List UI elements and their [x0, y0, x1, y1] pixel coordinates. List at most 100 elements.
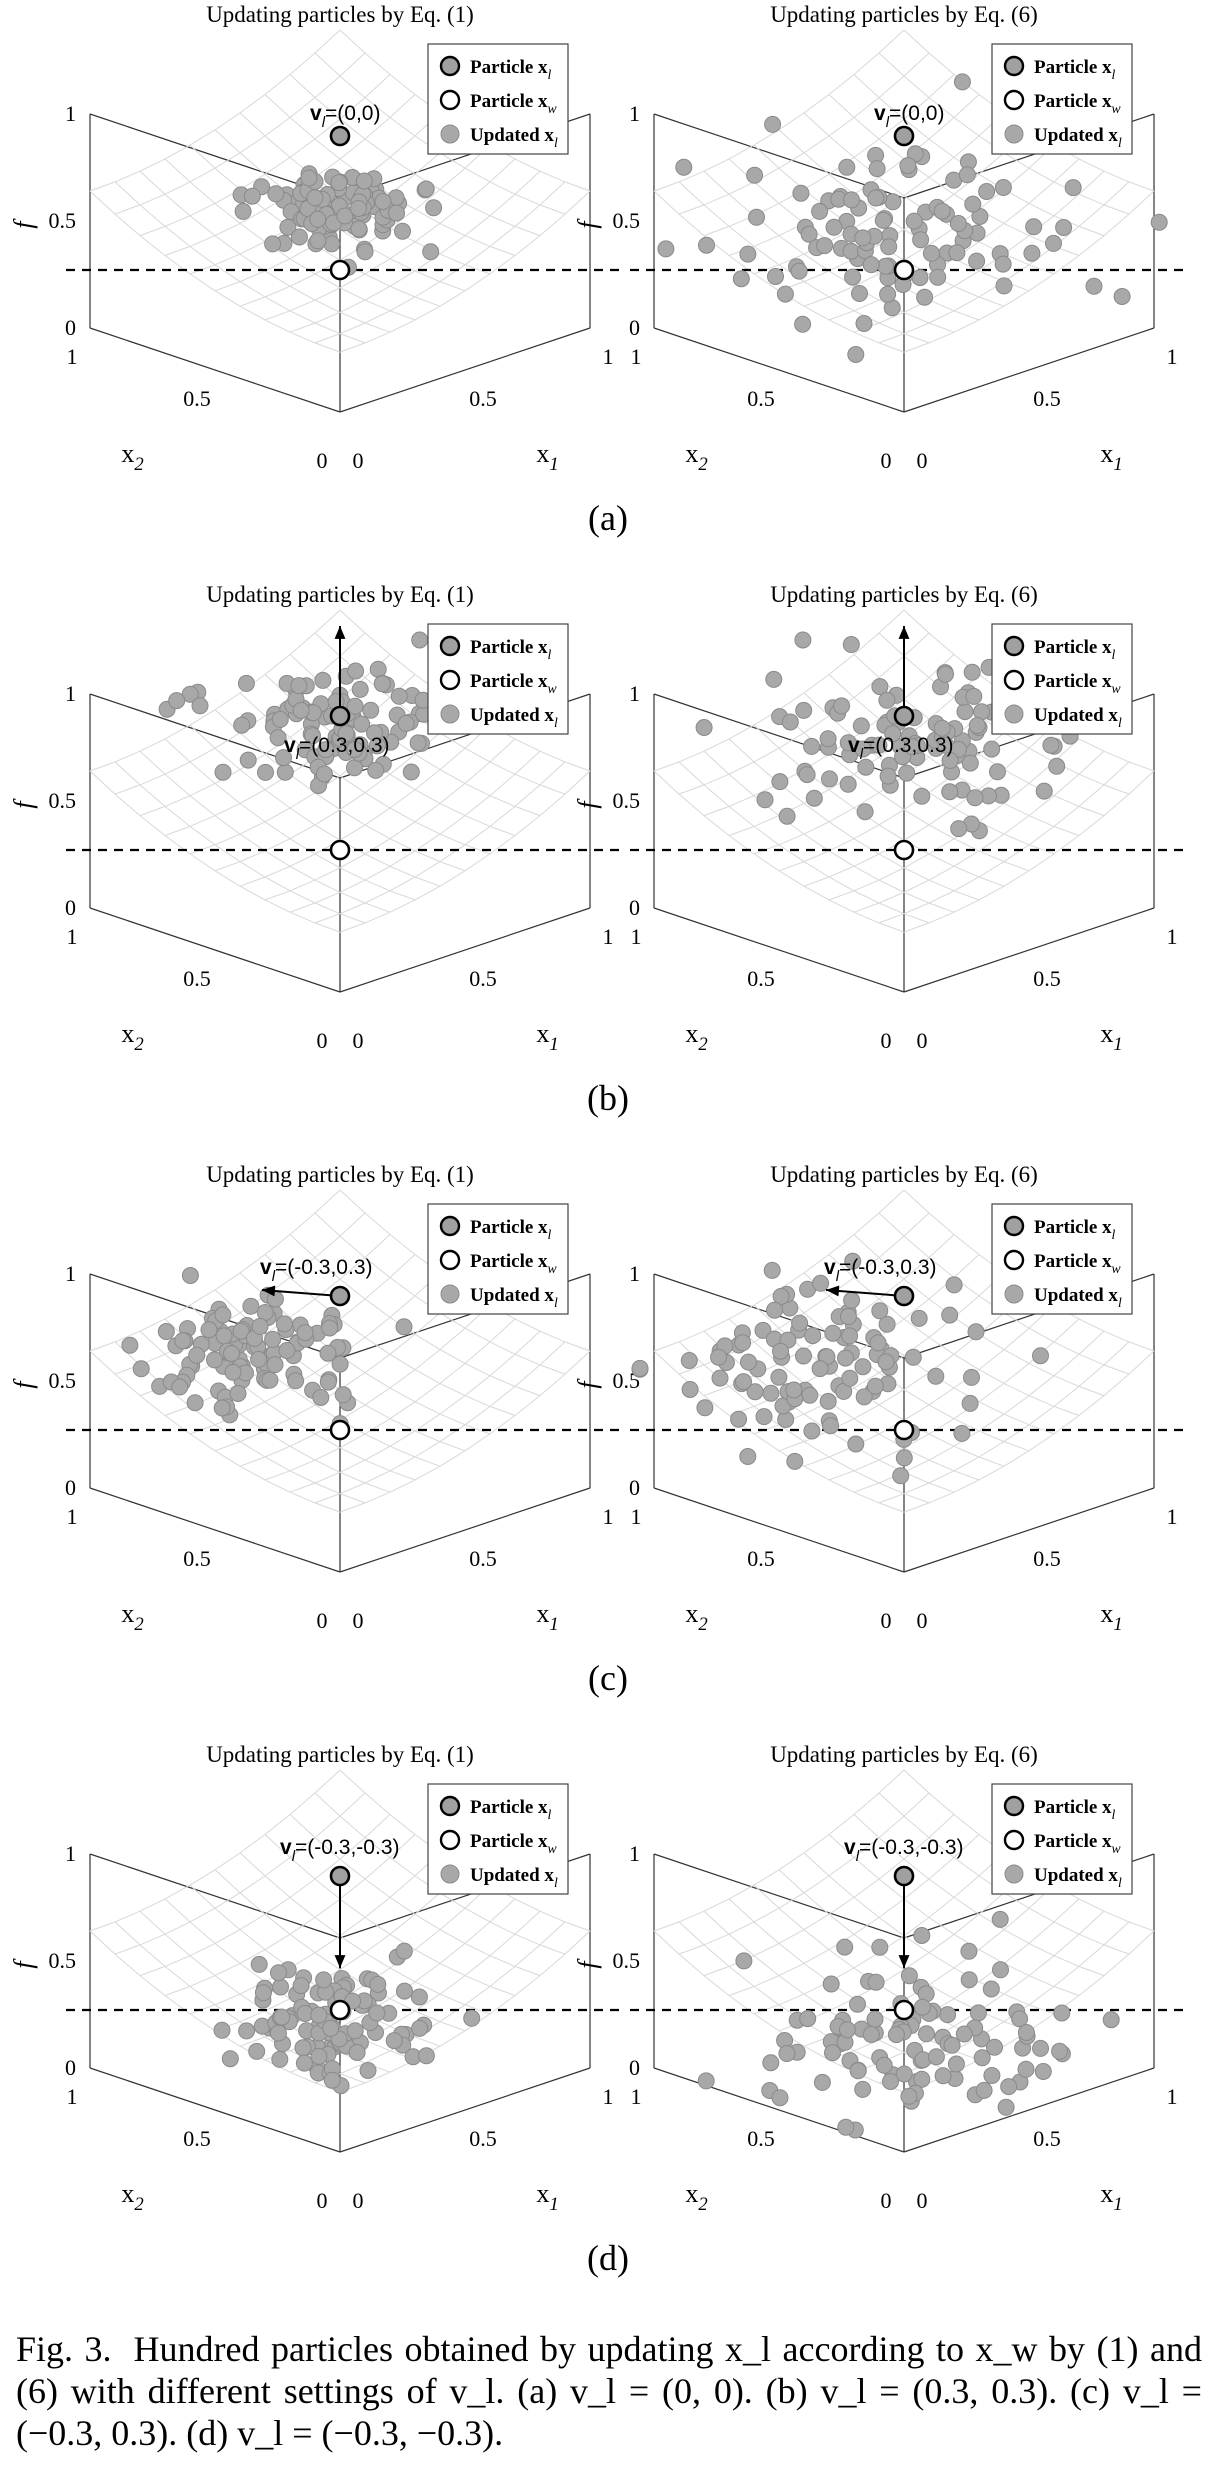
- updated-particle: [319, 1344, 337, 1362]
- surface-grid-line: [803, 1852, 1055, 2015]
- legend-marker: [1004, 124, 1024, 144]
- updated-particle: [294, 2039, 312, 2057]
- tick-label-f: 1: [65, 1841, 76, 1866]
- updated-particle: [1048, 757, 1066, 775]
- velocity-label: vl=(-0.3,0.3): [260, 1256, 373, 1285]
- legend-label: Particle xl: [470, 57, 552, 82]
- updated-particle: [812, 1274, 830, 1292]
- updated-particle: [805, 789, 823, 807]
- updated-particle: [975, 2081, 993, 2099]
- surface-grid-line: [314, 761, 566, 924]
- legend-label: Particle xw: [470, 91, 558, 116]
- updated-particle: [851, 285, 868, 302]
- legend-label: Updated xl: [1034, 705, 1122, 730]
- updated-particle: [362, 701, 380, 719]
- tick-label-f: 0: [629, 895, 640, 920]
- surface-grid-line: [214, 1869, 466, 2032]
- surface-grid-line: [778, 129, 1030, 292]
- updated-particle: [740, 1353, 757, 1371]
- updated-particle: [292, 1977, 310, 1995]
- updated-particle: [681, 1381, 699, 1398]
- particle-xl-marker: [893, 705, 915, 727]
- axis-label-x1: x1: [1100, 439, 1122, 475]
- tick-label-x1: 1: [1167, 924, 1178, 949]
- axis-edge: [89, 327, 341, 413]
- updated-particle: [877, 257, 894, 275]
- particle-xl-marker: [893, 1865, 915, 1887]
- surface-grid-line: [853, 1814, 1105, 1977]
- tick-label-f: 0: [629, 315, 640, 340]
- tick-label-x1: 0.5: [469, 2126, 497, 2151]
- tick-label-x2: 1: [67, 1504, 78, 1529]
- tick-label-x1: 0: [917, 1608, 928, 1633]
- updated-particle: [855, 1388, 873, 1406]
- updated-particle: [367, 761, 385, 779]
- subplot-title: Updating particles by Eq. (6): [770, 1742, 1038, 1767]
- updated-particle: [804, 1327, 822, 1345]
- updated-particle: [267, 185, 285, 203]
- tick-label-x1: 0.5: [1033, 1546, 1061, 1571]
- tick-label-x1: 0.5: [469, 1546, 497, 1571]
- legend-marker: [439, 635, 461, 657]
- updated-particle: [877, 1353, 895, 1371]
- updated-particle: [927, 2048, 945, 2066]
- legend-marker: [439, 669, 461, 691]
- updated-particle: [746, 1383, 764, 1401]
- updated-particle: [304, 727, 321, 745]
- updated-particle: [271, 2050, 289, 2068]
- updated-particle: [388, 204, 405, 222]
- updated-particle: [266, 1356, 284, 1374]
- updated-particle: [323, 235, 341, 253]
- tick-label-x2: 1: [67, 2084, 78, 2109]
- axis-edge: [653, 327, 905, 413]
- updated-particle: [949, 215, 967, 232]
- updated-particle: [348, 2044, 366, 2061]
- subplot-title: Updating particles by Eq. (1): [206, 582, 474, 607]
- surface-grid-line: [728, 1834, 980, 1996]
- updated-particle: [310, 2047, 328, 2065]
- updated-particle: [847, 1435, 865, 1453]
- updated-particle: [264, 235, 282, 253]
- updated-particle: [233, 716, 251, 734]
- updated-particle: [221, 2050, 239, 2068]
- updated-particle: [878, 691, 896, 709]
- updated-particle: [879, 285, 897, 303]
- updated-particle: [746, 166, 764, 184]
- legend-label: Updated xl: [1034, 1865, 1122, 1890]
- surface-grid-line: [139, 1814, 391, 1977]
- updated-particle: [939, 2006, 957, 2024]
- velocity-label: vl=(0.3,0.3): [284, 734, 390, 763]
- updated-particle: [369, 660, 387, 678]
- updated-particle: [1000, 2078, 1018, 2096]
- updated-particle: [803, 737, 821, 755]
- updated-particle: [1085, 277, 1103, 295]
- surface-grid-line: [264, 1834, 516, 1996]
- caption-text: Hundred particles obtained by updating x…: [16, 2329, 1202, 2453]
- updated-particle: [1150, 213, 1168, 231]
- updated-particle: [754, 1321, 772, 1339]
- updated-particle: [269, 2024, 287, 2042]
- updated-particle: [390, 687, 408, 705]
- updated-particle: [879, 767, 897, 785]
- legend-label: Particle xw: [1034, 671, 1122, 696]
- legend-label: Particle xw: [1034, 1831, 1122, 1856]
- updated-particle: [735, 1373, 752, 1391]
- updated-particle: [900, 2087, 918, 2105]
- updated-particle: [1045, 234, 1062, 252]
- updated-particle: [839, 1308, 857, 1325]
- updated-particle: [287, 1372, 305, 1390]
- updated-particle: [771, 2089, 789, 2107]
- updated-particle: [822, 1975, 840, 1993]
- tick-label-x1: 1: [603, 344, 614, 369]
- legend-label: Particle xw: [470, 1251, 558, 1276]
- updated-particle: [359, 2062, 377, 2079]
- tick-label-x2: 0.5: [183, 386, 211, 411]
- particle-xw-marker: [329, 259, 351, 281]
- updated-particle: [964, 195, 982, 213]
- particle-xw-marker: [893, 1999, 915, 2021]
- updated-particle: [238, 2022, 256, 2040]
- updated-particle: [862, 2026, 880, 2043]
- updated-particle: [824, 2044, 841, 2062]
